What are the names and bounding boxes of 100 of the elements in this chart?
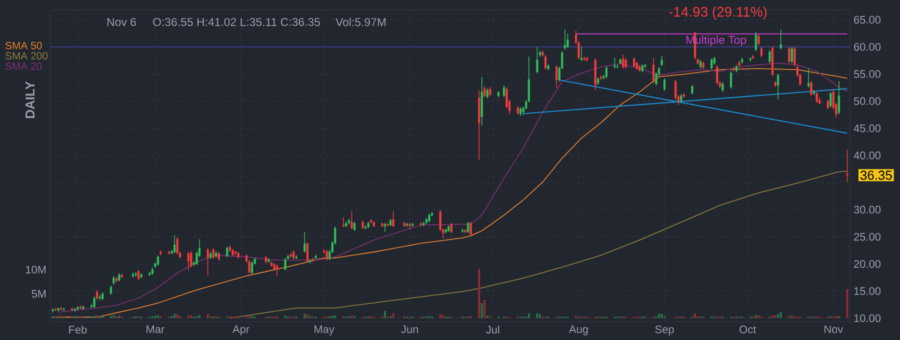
- candlestick: [350, 210, 353, 230]
- candlestick: [489, 86, 492, 97]
- candlestick: [466, 221, 470, 234]
- bar: [331, 316, 334, 318]
- candlestick: [326, 249, 328, 262]
- candlestick: [624, 58, 627, 69]
- bar: [176, 314, 178, 318]
- bar: [484, 300, 486, 318]
- y-tick-label: 65.00: [854, 16, 881, 24]
- candlestick: [536, 46, 538, 74]
- x-tick-label: Sep: [655, 326, 674, 336]
- candlestick: [156, 254, 160, 266]
- candlestick: [484, 86, 486, 98]
- candlestick: [780, 29, 782, 50]
- x-tick-label: Aug: [568, 326, 588, 336]
- x-tick-label: Nov: [824, 326, 844, 334]
- candlestick: [384, 222, 386, 232]
- candlestick: [276, 264, 278, 276]
- candlestick: [212, 248, 214, 260]
- bar: [306, 314, 308, 318]
- y-tick-label: 25.00: [854, 232, 881, 241]
- candlestick: [826, 99, 829, 110]
- bar: [384, 310, 386, 318]
- candlestick: [392, 210, 394, 228]
- bar: [480, 303, 483, 318]
- bar: [754, 315, 757, 318]
- candlestick: [830, 92, 832, 108]
- candlestick: [353, 221, 356, 232]
- candlestick: [788, 46, 790, 64]
- bar: [251, 316, 254, 318]
- y2-tick-label: 5M: [32, 290, 46, 298]
- candlestick: [187, 252, 190, 271]
- y-tick-label: 40.00: [854, 152, 881, 160]
- y-tick-label: 20.00: [854, 260, 881, 268]
- candlestick: [710, 58, 713, 70]
- candlestick: [226, 246, 228, 258]
- bar: [156, 315, 160, 318]
- bar: [198, 315, 201, 318]
- text: DAILY: [26, 81, 34, 118]
- candlestick: [176, 236, 178, 255]
- candlestick: [807, 68, 810, 88]
- bar: [758, 315, 760, 318]
- candlestick: [342, 216, 345, 228]
- text: SMA 20: [5, 62, 42, 70]
- bar: [771, 315, 774, 318]
- bar: [774, 315, 776, 318]
- bar: [660, 314, 663, 318]
- bar: [392, 313, 394, 318]
- candlestick: [846, 149, 848, 182]
- candlestick: [760, 46, 763, 58]
- candlestick: [660, 55, 663, 67]
- candlestick: [450, 222, 452, 234]
- candlestick: [292, 250, 295, 260]
- bar: [248, 315, 250, 318]
- candlestick: [306, 242, 309, 263]
- candlestick: [663, 78, 666, 92]
- bar: [334, 315, 336, 318]
- x-tick-label: Oct: [740, 326, 756, 334]
- annotation: Nov 6: [107, 18, 136, 26]
- candlestick: [790, 46, 793, 64]
- candlestick: [754, 31, 757, 52]
- candlestick: [614, 57, 616, 69]
- annotation: Vol:5.97M: [336, 18, 386, 26]
- candlestick: [304, 232, 306, 253]
- x-tick-label: Feb: [69, 326, 87, 334]
- text: SMA 50: [5, 42, 42, 50]
- bar: [284, 316, 286, 318]
- candlestick: [580, 46, 583, 62]
- x-tick-label: Apr: [232, 326, 250, 336]
- y2-tick-label: 10M: [26, 266, 46, 274]
- bar: [350, 316, 353, 318]
- bar: [835, 316, 838, 318]
- candlestick: [173, 234, 176, 254]
- candlestick: [622, 54, 624, 69]
- bar: [780, 312, 782, 318]
- line-series: [229, 170, 848, 319]
- candlestick: [566, 32, 569, 48]
- x-tick-label: Jul: [486, 326, 500, 334]
- x-tick-label: Jun: [401, 326, 418, 334]
- bar: [439, 314, 442, 318]
- candlestick: [838, 80, 840, 115]
- candlestick: [794, 46, 796, 67]
- candlestick: [768, 50, 771, 64]
- annotation: 36.35: [860, 170, 892, 180]
- candlestick: [605, 66, 608, 79]
- x-tick-label: Mar: [146, 326, 164, 334]
- candlestick: [470, 221, 472, 236]
- candlestick: [730, 70, 732, 90]
- annotation: -14.93 (29.11%): [669, 6, 767, 20]
- candlestick: [564, 29, 566, 50]
- candlestick: [251, 260, 254, 275]
- candlestick: [502, 85, 506, 98]
- y-tick-label: 60.00: [854, 43, 881, 51]
- text: SMA 200: [5, 52, 48, 60]
- bar: [206, 314, 209, 318]
- bar: [442, 315, 444, 318]
- bar: [478, 269, 480, 318]
- candlestick: [776, 73, 780, 100]
- y-tick-label: 10.00: [854, 314, 881, 322]
- y-tick-label: 30.00: [854, 206, 881, 214]
